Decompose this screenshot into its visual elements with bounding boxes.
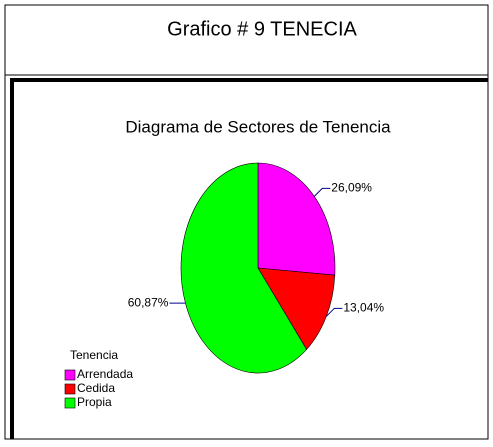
legend-label: Cedida [77, 381, 115, 395]
page-title: Grafico # 9 TENECIA [167, 18, 357, 40]
legend-swatch [64, 369, 76, 381]
legend-label: Propia [77, 395, 112, 409]
data-label: 60,87% [128, 295, 169, 309]
pie-slice [257, 162, 336, 276]
leader-line [313, 187, 331, 197]
legend-swatch [64, 383, 76, 395]
legend-title: Tenencia [70, 348, 118, 362]
leader-line [326, 307, 343, 317]
legend-label: Arrendada [77, 367, 133, 381]
pie-slice [257, 267, 336, 350]
chart-title: Diagrama de Sectores de Tenencia [125, 117, 391, 136]
data-label: 26,09% [331, 181, 372, 195]
data-label: 13,04% [343, 300, 384, 314]
legend-swatch [64, 397, 76, 409]
